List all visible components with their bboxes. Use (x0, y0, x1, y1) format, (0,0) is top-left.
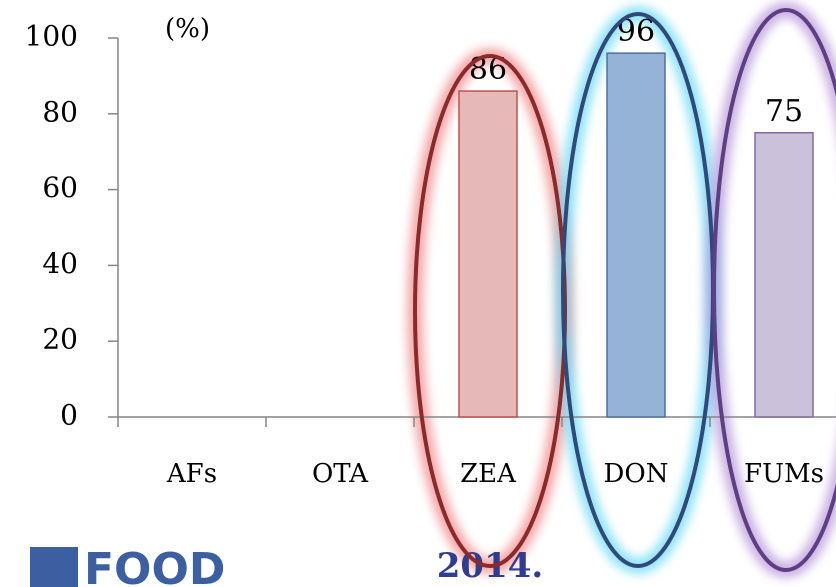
bar (606, 52, 666, 418)
bar (754, 132, 814, 418)
y-tick-label: 80 (42, 95, 78, 128)
data-label: 75 (765, 94, 803, 129)
x-tick-label: FUMs (744, 459, 824, 489)
x-tick-label: ZEA (460, 459, 517, 489)
y-tick-label: 0 (60, 399, 78, 432)
unit-label: (%) (165, 14, 210, 44)
x-tick-label: AFs (166, 459, 217, 489)
logo: FOOD (30, 544, 225, 587)
x-tick-label: OTA (312, 459, 369, 489)
x-tick-label: DON (604, 459, 669, 489)
y-tick-label: 40 (42, 247, 78, 280)
logo-text: FOOD (84, 544, 225, 587)
highlight-ellipse (712, 8, 836, 572)
y-tick-label: 20 (42, 323, 78, 356)
y-tick-label: 60 (42, 171, 78, 204)
bar (458, 90, 518, 418)
y-tick-label: 100 (25, 20, 78, 53)
